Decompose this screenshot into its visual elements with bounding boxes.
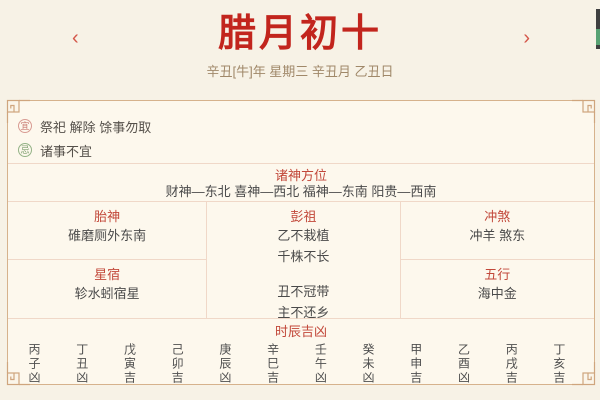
hour-item: 己卯吉 (170, 343, 185, 385)
hour-item: 庚辰凶 (217, 343, 232, 385)
frame-corner-icon (572, 97, 598, 123)
hour-item: 丁丑凶 (74, 343, 89, 385)
chevron-left-icon: ‹ (72, 27, 79, 49)
hour-item: 辛巳吉 (265, 343, 280, 385)
almanac-table: 诸神方位 财神—东北 喜神—西北 福神—东南 阳贵—西南 胎神 碓磨厕外东南 彭… (8, 163, 594, 387)
chongsha-title: 冲煞 (484, 209, 511, 224)
hour-item: 甲申吉 (408, 343, 423, 385)
yi-row: 宜 祭祀 解除 馀事勿取 (18, 114, 594, 138)
scrollbar-thumb[interactable] (596, 29, 600, 45)
hour-item: 丙戌吉 (504, 343, 519, 385)
chongsha-cell: 冲煞 冲羊 煞东 (400, 202, 594, 260)
hour-item: 戊寅吉 (122, 343, 137, 385)
frame-corner-icon (572, 362, 598, 388)
pengzu-line: 千株不长 (277, 249, 330, 264)
hour-item: 壬午凶 (313, 343, 328, 385)
scrollbar[interactable] (596, 9, 600, 49)
hour-columns: 丙子凶 丁丑凶 戊寅吉 己卯吉 庚辰凶 辛巳吉 壬午凶 癸未凶 甲申吉 乙酉凶 … (8, 340, 594, 387)
chevron-right-icon: › (523, 27, 530, 49)
hour-item: 丁亥吉 (551, 343, 566, 385)
pengzu-line: 乙不栽植 (277, 228, 330, 243)
xingxiu-title: 星宿 (94, 267, 121, 282)
hours-section: 时辰吉凶 丙子凶 丁丑凶 戊寅吉 己卯吉 庚辰凶 辛巳吉 壬午凶 癸未凶 甲申吉… (8, 318, 594, 387)
page-title: 腊月初十 (217, 10, 382, 55)
attributes-grid: 胎神 碓磨厕外东南 彭祖 乙不栽植 千株不长 丑不冠带 主不还乡 冲煞 冲羊 煞… (8, 202, 594, 320)
hour-item: 乙酉凶 (456, 343, 471, 385)
almanac-panel: 宜 祭祀 解除 馀事勿取 忌 诸事不宜 诸神方位 财神—东北 喜神—西北 福神—… (4, 97, 598, 388)
ji-circle-icon: 忌 (18, 143, 32, 157)
pengzu-line: 丑不冠带 (277, 284, 330, 299)
taishen-content: 碓磨厕外东南 (68, 228, 147, 243)
pengzu-line: 主不还乡 (277, 305, 330, 320)
wuxing-title: 五行 (484, 267, 511, 282)
hours-title: 时辰吉凶 (274, 324, 327, 339)
next-day-button[interactable]: › (523, 28, 530, 48)
gods-directions-title: 诸神方位 (274, 168, 327, 183)
pengzu-cell: 彭祖 乙不栽植 千株不长 丑不冠带 主不还乡 (207, 202, 401, 320)
gods-directions-content: 财神—东北 喜神—西北 福神—东南 阳贵—西南 (165, 184, 437, 199)
pengzu-title: 彭祖 (290, 209, 317, 224)
frame-corner-icon (4, 97, 30, 123)
wuxing-cell: 五行 海中金 (401, 260, 594, 318)
prev-day-button[interactable]: ‹ (72, 28, 79, 48)
header: ‹ 腊月初十 › 辛丑[牛]年 星期三 辛丑月 乙丑日 (0, 0, 600, 100)
xingxiu-cell: 星宿 轸水蚓宿星 (8, 260, 208, 318)
taishen-cell: 胎神 碓磨厕外东南 (8, 202, 208, 260)
date-subtitle: 辛丑[牛]年 星期三 辛丑月 乙丑日 (206, 64, 394, 79)
chongsha-content: 冲羊 煞东 (469, 228, 526, 243)
yi-circle-icon: 宜 (18, 119, 32, 133)
ji-activities: 诸事不宜 (40, 143, 93, 159)
hour-item: 丙子凶 (27, 343, 41, 385)
frame-corner-icon (4, 362, 30, 388)
gods-directions-cell: 诸神方位 财神—东北 喜神—西北 福神—东南 阳贵—西南 (8, 164, 594, 202)
taishen-title: 胎神 (94, 209, 121, 224)
yi-activities: 祭祀 解除 馀事勿取 (40, 119, 152, 135)
ji-row: 忌 诸事不宜 (18, 138, 594, 162)
wuxing-content: 海中金 (477, 286, 517, 301)
hour-item: 癸未凶 (361, 343, 376, 385)
xingxiu-content: 轸水蚓宿星 (74, 286, 140, 301)
